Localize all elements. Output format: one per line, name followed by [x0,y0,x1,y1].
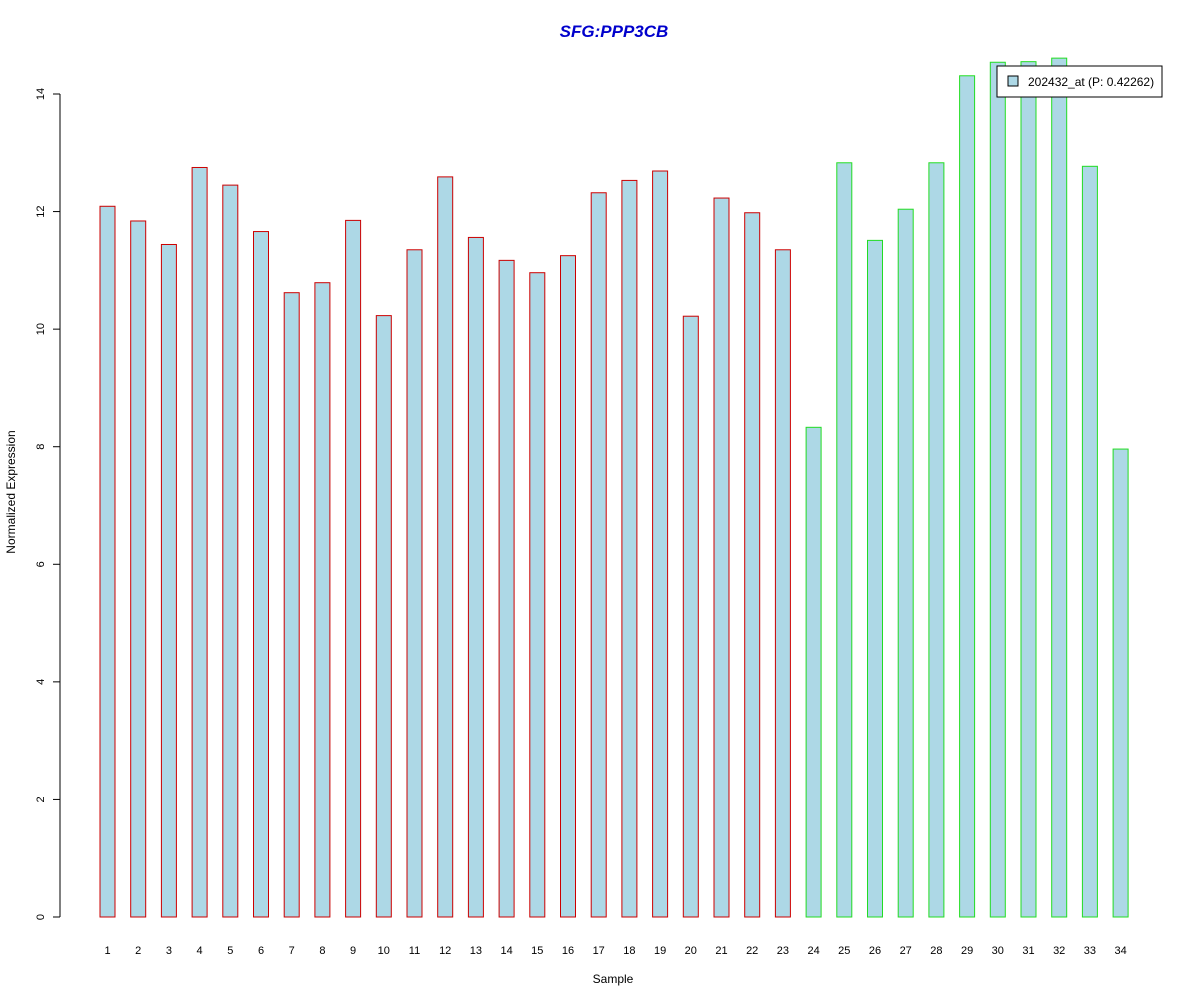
y-tick-label: 2 [35,796,47,802]
bar-sample-26 [867,239,883,918]
legend-label: 202432_at (P: 0.42262) [1028,75,1154,89]
bar-sample-17 [590,192,607,918]
x-tick-label: 27 [900,945,912,957]
bar-sample-23 [774,249,791,918]
bar-sample-18 [621,179,638,918]
x-tick-label: 11 [409,945,420,957]
x-tick-label: 17 [593,945,605,957]
x-tick-label: 12 [439,945,451,957]
bar-sample-2 [130,220,147,918]
y-tick-label: 4 [35,679,47,685]
bar-sample-30 [989,61,1006,918]
bar-sample-28 [928,162,945,918]
bar-sample-25 [836,162,853,918]
bar-sample-5 [222,184,239,918]
bar-sample-33 [1081,165,1098,918]
x-tick-label: 31 [1022,945,1034,957]
bar-sample-14 [498,259,515,918]
bar-sample-1 [99,205,116,918]
y-tick-label: 8 [35,444,47,450]
x-tick-label: 33 [1084,945,1096,957]
y-tick-label: 12 [35,205,47,217]
x-tick-label: 32 [1053,945,1065,957]
x-axis-label: Sample [593,972,634,986]
bar-sample-24 [805,426,822,918]
legend: 202432_at (P: 0.42262) [996,65,1163,98]
bar-series [99,57,1129,918]
bar-sample-32 [1051,57,1068,918]
bar-sample-11 [406,249,423,918]
x-tick-label: 19 [654,945,666,957]
x-tick-label: 15 [531,945,543,957]
x-tick-label: 9 [350,945,356,957]
legend-swatch [1007,75,1019,87]
x-tick-label: 34 [1114,945,1126,957]
x-tick-label: 30 [992,945,1004,957]
bar-sample-9 [345,219,362,918]
y-tick-label: 10 [35,323,47,335]
x-tick-label: 5 [227,945,233,957]
x-tick-label: 29 [961,945,973,957]
x-tick-label: 18 [623,945,635,957]
legend-box [996,65,1163,98]
x-tick-label: 6 [258,945,264,957]
x-tick-label: 7 [289,945,295,957]
bar-sample-10 [375,315,392,918]
chart-title: SFG:PPP3CB [560,22,669,41]
bar-sample-22 [744,212,761,918]
x-tick-label: 10 [378,945,390,957]
bar-sample-7 [283,292,300,918]
bar-sample-3 [160,243,177,918]
x-tick-label: 1 [104,945,110,957]
x-tick-label: 26 [869,945,881,957]
bar-sample-27 [897,208,914,918]
y-tick-label: 14 [35,88,47,100]
x-tick-label: 13 [470,945,482,957]
bar-sample-20 [682,315,699,918]
bar-sample-8 [314,282,331,918]
y-tick-label: 0 [35,914,47,920]
bar-sample-34 [1112,448,1129,918]
bar-sample-15 [529,272,546,918]
bar-sample-6 [253,231,269,918]
x-tick-label: 2 [135,945,141,957]
bar-sample-21 [713,197,730,918]
y-tick-label: 6 [35,561,47,567]
bar-sample-12 [437,176,454,918]
bar-sample-4 [191,166,208,918]
y-axis-label: Normalized Expression [4,430,18,553]
x-tick-label: 28 [930,945,942,957]
x-tick-label: 3 [166,945,172,957]
x-tick-label: 24 [807,945,819,957]
x-tick-label: 16 [562,945,574,957]
x-axis-tick-labels: 1 2 3 4 5 6 7 8 9 10 11 12 13 14 15 16 17 18 19 20 21 22 23 24 2… [104,945,1126,957]
x-tick-label: 22 [746,945,758,957]
x-tick-label: 14 [500,945,512,957]
bar-sample-19 [652,170,669,918]
y-axis: 0 2 4 6 8 10 12 14 [35,88,61,920]
x-tick-label: 4 [197,945,203,957]
x-tick-label: 20 [685,945,697,957]
bar-sample-16 [560,255,576,918]
x-tick-label: 8 [319,945,325,957]
bar-sample-13 [467,236,484,918]
bar-sample-31 [1020,61,1037,918]
x-tick-label: 21 [715,945,727,957]
x-tick-label: 25 [838,945,850,957]
x-tick-label: 23 [777,945,789,957]
bar-sample-29 [959,75,976,918]
